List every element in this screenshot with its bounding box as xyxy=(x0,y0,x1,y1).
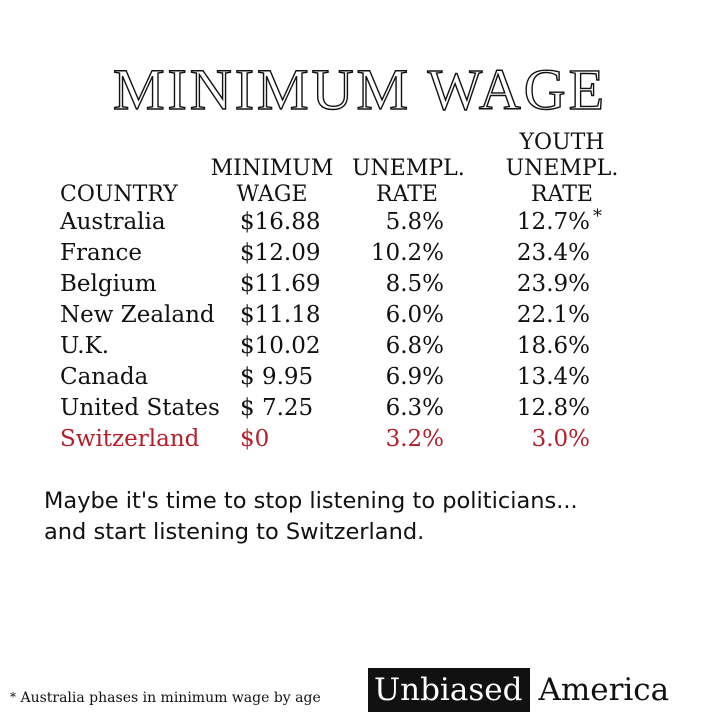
header-unemployment-rate: UNEMPL. RATE xyxy=(352,156,465,207)
unemployment-cell: 6.8% xyxy=(385,333,444,359)
country-cell: U.K. xyxy=(60,333,110,359)
wage-cell: $11.69 xyxy=(240,271,321,297)
footnote-text: Australia phases in minimum wage by age xyxy=(20,690,321,706)
footnote-star: * xyxy=(10,690,16,704)
wage-cell: $ 7.25 xyxy=(240,395,314,421)
youth-unemployment-cell: 3.0% xyxy=(531,426,590,452)
message-line: Maybe it's time to stop listening to pol… xyxy=(44,488,578,514)
message-line: and start listening to Switzerland. xyxy=(44,519,425,545)
youth-unemployment-cell: 23.9% xyxy=(516,271,590,297)
country-cell: France xyxy=(60,240,142,266)
page-title: MINIMUM WAGE xyxy=(112,56,608,122)
youth-unemployment-cell: 12.7% xyxy=(516,209,590,235)
table-row: France $12.09 10.2% 23.4% xyxy=(0,238,720,269)
country-cell: New Zealand xyxy=(60,302,215,328)
wage-cell: $10.02 xyxy=(240,333,321,359)
youth-unemployment-cell: 12.8% xyxy=(516,395,590,421)
wage-cell: $11.18 xyxy=(240,302,321,328)
message-text: Maybe it's time to stop listening to pol… xyxy=(44,486,704,548)
footnote-marker: * xyxy=(593,206,602,227)
table-row: Belgium $11.69 8.5% 23.9% xyxy=(0,269,720,300)
unemployment-cell: 6.9% xyxy=(385,364,444,390)
footnote: * Australia phases in minimum wage by ag… xyxy=(10,690,321,706)
unemployment-cell: 6.0% xyxy=(385,302,444,328)
unemployment-cell: 3.2% xyxy=(385,426,444,452)
youth-unemployment-cell: 23.4% xyxy=(516,240,590,266)
table-row-highlighted: Switzerland $0 3.2% 3.0% xyxy=(0,424,720,455)
table-body: Australia $16.88 5.8% 12.7% * France $12… xyxy=(0,206,720,455)
unemployment-cell: 5.8% xyxy=(385,209,444,235)
country-cell: Canada xyxy=(60,364,149,390)
youth-unemployment-cell: 13.4% xyxy=(516,364,590,390)
wage-cell: $ 9.95 xyxy=(240,364,314,390)
country-cell: Belgium xyxy=(60,271,157,297)
table-header: COUNTRY MINIMUM WAGE UNEMPL. RATE YOUTH … xyxy=(0,126,720,208)
brand-plain-word: America xyxy=(538,672,670,708)
youth-unemployment-cell: 22.1% xyxy=(516,302,590,328)
unemployment-cell: 10.2% xyxy=(370,240,444,266)
header-country: COUNTRY xyxy=(60,182,178,207)
wage-cell: $16.88 xyxy=(240,209,321,235)
country-cell: Australia xyxy=(60,209,166,235)
header-minimum-wage: MINIMUM WAGE xyxy=(210,156,334,207)
header-youth-unemployment-rate: YOUTH UNEMPL. RATE xyxy=(505,130,619,207)
country-cell: United States xyxy=(60,395,220,421)
youth-unemployment-cell: 18.6% xyxy=(516,333,590,359)
wage-cell: $12.09 xyxy=(240,240,321,266)
table-row: Canada $ 9.95 6.9% 13.4% xyxy=(0,362,720,393)
brand-logo: Unbiased America xyxy=(368,668,669,712)
table-row: U.K. $10.02 6.8% 18.6% xyxy=(0,331,720,362)
unemployment-cell: 8.5% xyxy=(385,271,444,297)
country-cell: Switzerland xyxy=(60,426,200,452)
brand-boxed-word: Unbiased xyxy=(368,668,531,712)
table-row: New Zealand $11.18 6.0% 22.1% xyxy=(0,300,720,331)
wage-cell: $0 xyxy=(240,426,270,452)
unemployment-cell: 6.3% xyxy=(385,395,444,421)
table-row: Australia $16.88 5.8% 12.7% * xyxy=(0,206,720,238)
table-row: United States $ 7.25 6.3% 12.8% xyxy=(0,393,720,424)
